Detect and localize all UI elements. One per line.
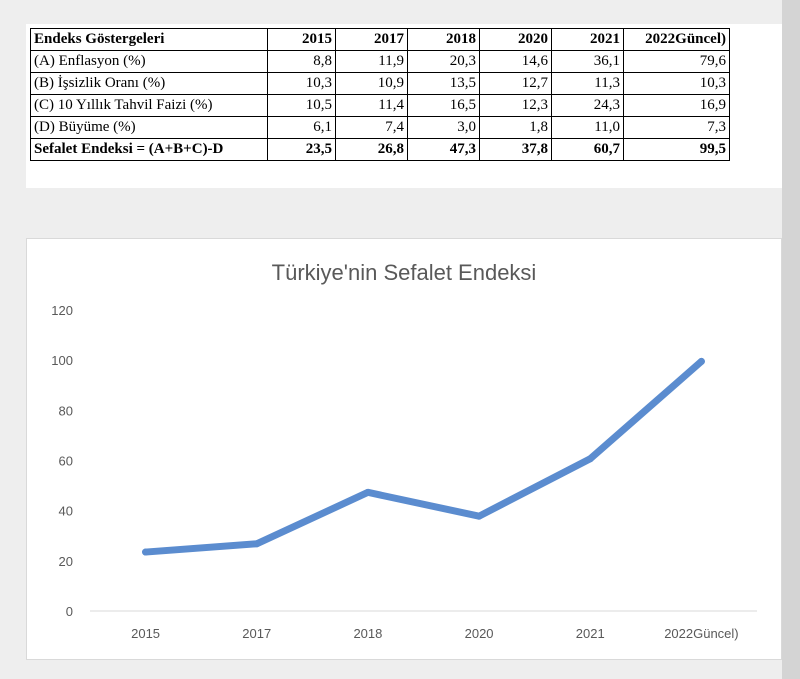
- table-row-total: Sefalet Endeksi = (A+B+C)-D 23,5 26,8 47…: [30, 138, 730, 161]
- table-cell: 3,0: [407, 116, 480, 139]
- table-row: (D) Büyüme (%) 6,1 7,4 3,0 1,8 11,0 7,3: [30, 116, 730, 139]
- table-cell: 14,6: [479, 50, 552, 73]
- table-header-cell: 2020: [479, 28, 552, 51]
- table-cell: 23,5: [267, 138, 336, 161]
- y-tick-label: 100: [51, 353, 73, 368]
- table-header-cell: 2017: [335, 28, 408, 51]
- table-cell: (B) İşsizlik Oranı (%): [30, 72, 268, 95]
- x-tick-label: 2015: [131, 626, 160, 641]
- table-row: (A) Enflasyon (%) 8,8 11,9 20,3 14,6 36,…: [30, 50, 730, 73]
- table-header-cell: 2022Güncel): [623, 28, 730, 51]
- y-tick-label: 80: [59, 403, 73, 418]
- table-header-cell: 2015: [267, 28, 336, 51]
- table-cell: 11,0: [551, 116, 624, 139]
- table-cell: 13,5: [407, 72, 480, 95]
- table-cell: 12,3: [479, 94, 552, 117]
- table-cell: 24,3: [551, 94, 624, 117]
- x-tick-label: 2018: [353, 626, 382, 641]
- chart-title: Türkiye'nin Sefalet Endeksi: [272, 260, 537, 285]
- data-point: [697, 357, 705, 365]
- table-cell: 37,8: [479, 138, 552, 161]
- table-cell: 6,1: [267, 116, 336, 139]
- window-edge-shade: [782, 0, 800, 679]
- y-tick-label: 40: [59, 504, 73, 519]
- table-header-cell: 2021: [551, 28, 624, 51]
- data-point: [142, 548, 150, 556]
- table-cell: 20,3: [407, 50, 480, 73]
- data-point: [253, 540, 261, 548]
- x-tick-label: 2020: [465, 626, 494, 641]
- table-row: (B) İşsizlik Oranı (%) 10,3 10,9 13,5 12…: [30, 72, 730, 95]
- line-chart-panel: Türkiye'nin Sefalet Endeksi 0 20 40 60 80 100…: [26, 238, 782, 660]
- table-cell: 47,3: [407, 138, 480, 161]
- table-cell: 10,9: [335, 72, 408, 95]
- x-tick-label: 2022Güncel): [664, 626, 738, 641]
- table-cell: 10,3: [267, 72, 336, 95]
- table-cell: (A) Enflasyon (%): [30, 50, 268, 73]
- table-header-row: Endeks Göstergeleri 2015 2017 2018 2020 …: [30, 28, 730, 51]
- data-point: [475, 512, 483, 520]
- table-cell: 8,8: [267, 50, 336, 73]
- data-point: [364, 488, 372, 496]
- table-cell: 26,8: [335, 138, 408, 161]
- table-header-cell: Endeks Göstergeleri: [30, 28, 268, 51]
- table-cell: 7,4: [335, 116, 408, 139]
- data-point: [586, 455, 594, 463]
- indicator-table-panel: Endeks Göstergeleri 2015 2017 2018 2020 …: [26, 24, 782, 188]
- table-cell: 12,7: [479, 72, 552, 95]
- y-tick-label: 20: [59, 554, 73, 569]
- line-chart: Türkiye'nin Sefalet Endeksi 0 20 40 60 80 100…: [51, 260, 757, 641]
- table-cell: 1,8: [479, 116, 552, 139]
- y-tick-label: 0: [66, 604, 73, 619]
- y-tick-label: 60: [59, 454, 73, 469]
- table-cell: 10,3: [623, 72, 730, 95]
- table-cell: 79,6: [623, 50, 730, 73]
- table-row: (C) 10 Yıllık Tahvil Faizi (%) 10,5 11,4…: [30, 94, 730, 117]
- table-cell: 11,3: [551, 72, 624, 95]
- table-cell: 10,5: [267, 94, 336, 117]
- table-cell: (D) Büyüme (%): [30, 116, 268, 139]
- table-cell: (C) 10 Yıllık Tahvil Faizi (%): [30, 94, 268, 117]
- table-cell: 11,4: [335, 94, 408, 117]
- series-line: [142, 357, 705, 556]
- y-tick-label: 120: [51, 303, 73, 318]
- table-cell: Sefalet Endeksi = (A+B+C)-D: [30, 138, 268, 161]
- x-tick-label: 2017: [242, 626, 271, 641]
- table-cell: 11,9: [335, 50, 408, 73]
- x-tick-label: 2021: [576, 626, 605, 641]
- table-cell: 16,9: [623, 94, 730, 117]
- table-cell: 16,5: [407, 94, 480, 117]
- table-cell: 36,1: [551, 50, 624, 73]
- table-cell: 60,7: [551, 138, 624, 161]
- indicator-table: Endeks Göstergeleri 2015 2017 2018 2020 …: [30, 28, 730, 161]
- table-header-cell: 2018: [407, 28, 480, 51]
- table-cell: 7,3: [623, 116, 730, 139]
- table-cell: 99,5: [623, 138, 730, 161]
